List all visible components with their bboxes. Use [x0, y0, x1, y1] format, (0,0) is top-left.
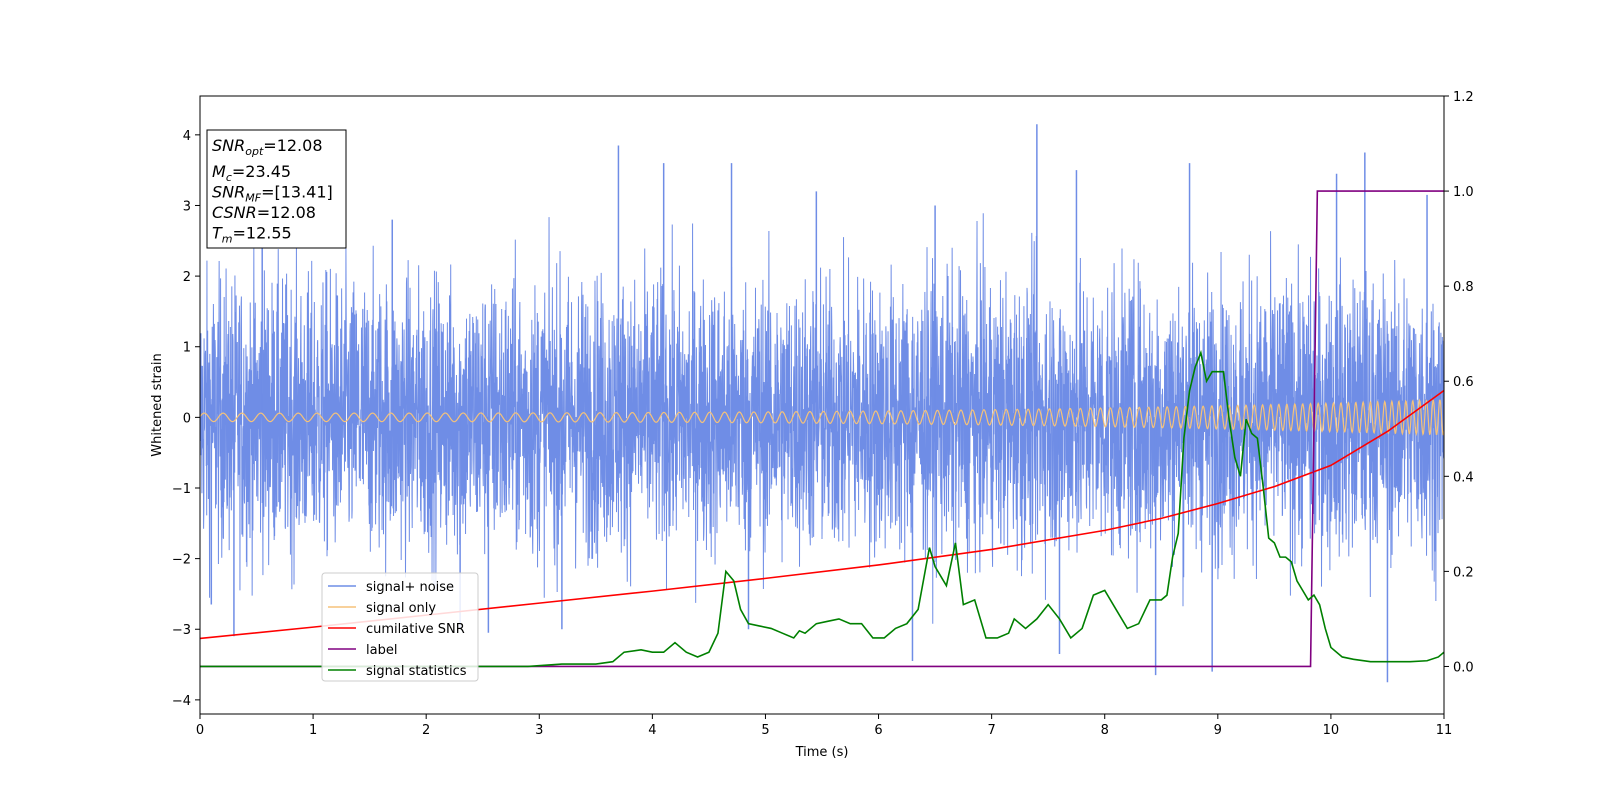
y-axis-right: 0.0 0.2 0.4 0.6 0.8 1.0 1.2	[1444, 90, 1474, 675]
y-tick-label: 1	[183, 341, 191, 356]
x-tick-label: 11	[1436, 723, 1453, 738]
y2-tick-label: 0.0	[1453, 660, 1474, 675]
y-tick-label: −4	[172, 694, 191, 709]
legend-label: signal only	[366, 601, 436, 616]
x-tick-label: 1	[309, 723, 317, 738]
y-axis-title: Whitened strain	[150, 353, 165, 456]
x-tick-label: 8	[1101, 723, 1109, 738]
x-tick-label: 10	[1323, 723, 1340, 738]
y-tick-label: 3	[183, 199, 191, 214]
y2-tick-label: 1.2	[1453, 90, 1474, 105]
legend-label: label	[366, 643, 397, 658]
y-tick-label: 0	[183, 411, 191, 426]
plot-frame	[199, 95, 1445, 715]
x-tick-label: 6	[874, 723, 882, 738]
x-tick-label: 7	[987, 723, 995, 738]
chirp-trace	[200, 398, 1444, 437]
series-signal-only	[200, 398, 1444, 437]
legend-label: signal statistics	[366, 664, 467, 679]
info-line: Mc=23.45	[212, 162, 291, 184]
y-tick-label: −3	[172, 623, 191, 638]
x-axis: 0 1 2 3 4 5 6 7 8 9 10 11	[196, 714, 1452, 738]
y-tick-label: −1	[172, 482, 191, 497]
series-signal-plus-noise	[200, 124, 1444, 683]
plot-area	[200, 124, 1444, 683]
info-box-frame	[206, 129, 347, 249]
y2-tick-label: 0.6	[1453, 375, 1474, 390]
info-box: SNRopt=12.08 Mc=23.45SNRMF=[13.41]CSNR=12…	[206, 129, 347, 249]
y-tick-label: 2	[183, 270, 191, 285]
y-tick-label: −2	[172, 553, 191, 568]
y2-tick-label: 1.0	[1453, 185, 1474, 200]
y2-tick-label: 0.4	[1453, 470, 1474, 485]
signal-statistics-line	[200, 349, 1444, 668]
legend-frame	[321, 572, 479, 682]
y2-tick-label: 0.2	[1453, 565, 1474, 580]
info-line: Tm=12.55	[212, 224, 292, 246]
info-line: SNRopt=12.08	[212, 136, 323, 158]
x-tick-label: 9	[1214, 723, 1222, 738]
x-tick-label: 3	[535, 723, 543, 738]
y-axis-left: −4 −3 −2 −1 0 1 2 3 4	[172, 129, 200, 709]
y-tick-label: 4	[183, 129, 191, 144]
legend-label: cumilative SNR	[366, 622, 465, 637]
label-line	[200, 190, 1444, 668]
x-tick-label: 0	[196, 723, 204, 738]
series-signal-statistics	[200, 349, 1444, 668]
x-tick-label: 5	[761, 723, 769, 738]
x-tick-label: 4	[648, 723, 656, 738]
noise-trace	[200, 213, 1444, 624]
y2-tick-label: 0.8	[1453, 280, 1474, 295]
info-line: CSNR=12.08	[212, 203, 316, 222]
legend-label: signal+ noise	[366, 580, 454, 595]
x-tick-label: 2	[422, 723, 430, 738]
series-label	[200, 190, 1444, 668]
info-line: SNRMF=[13.41]	[212, 183, 333, 205]
legend: signal+ noise signal only cumilative SNR la…	[321, 572, 479, 682]
x-axis-title: Time (s)	[795, 745, 849, 760]
